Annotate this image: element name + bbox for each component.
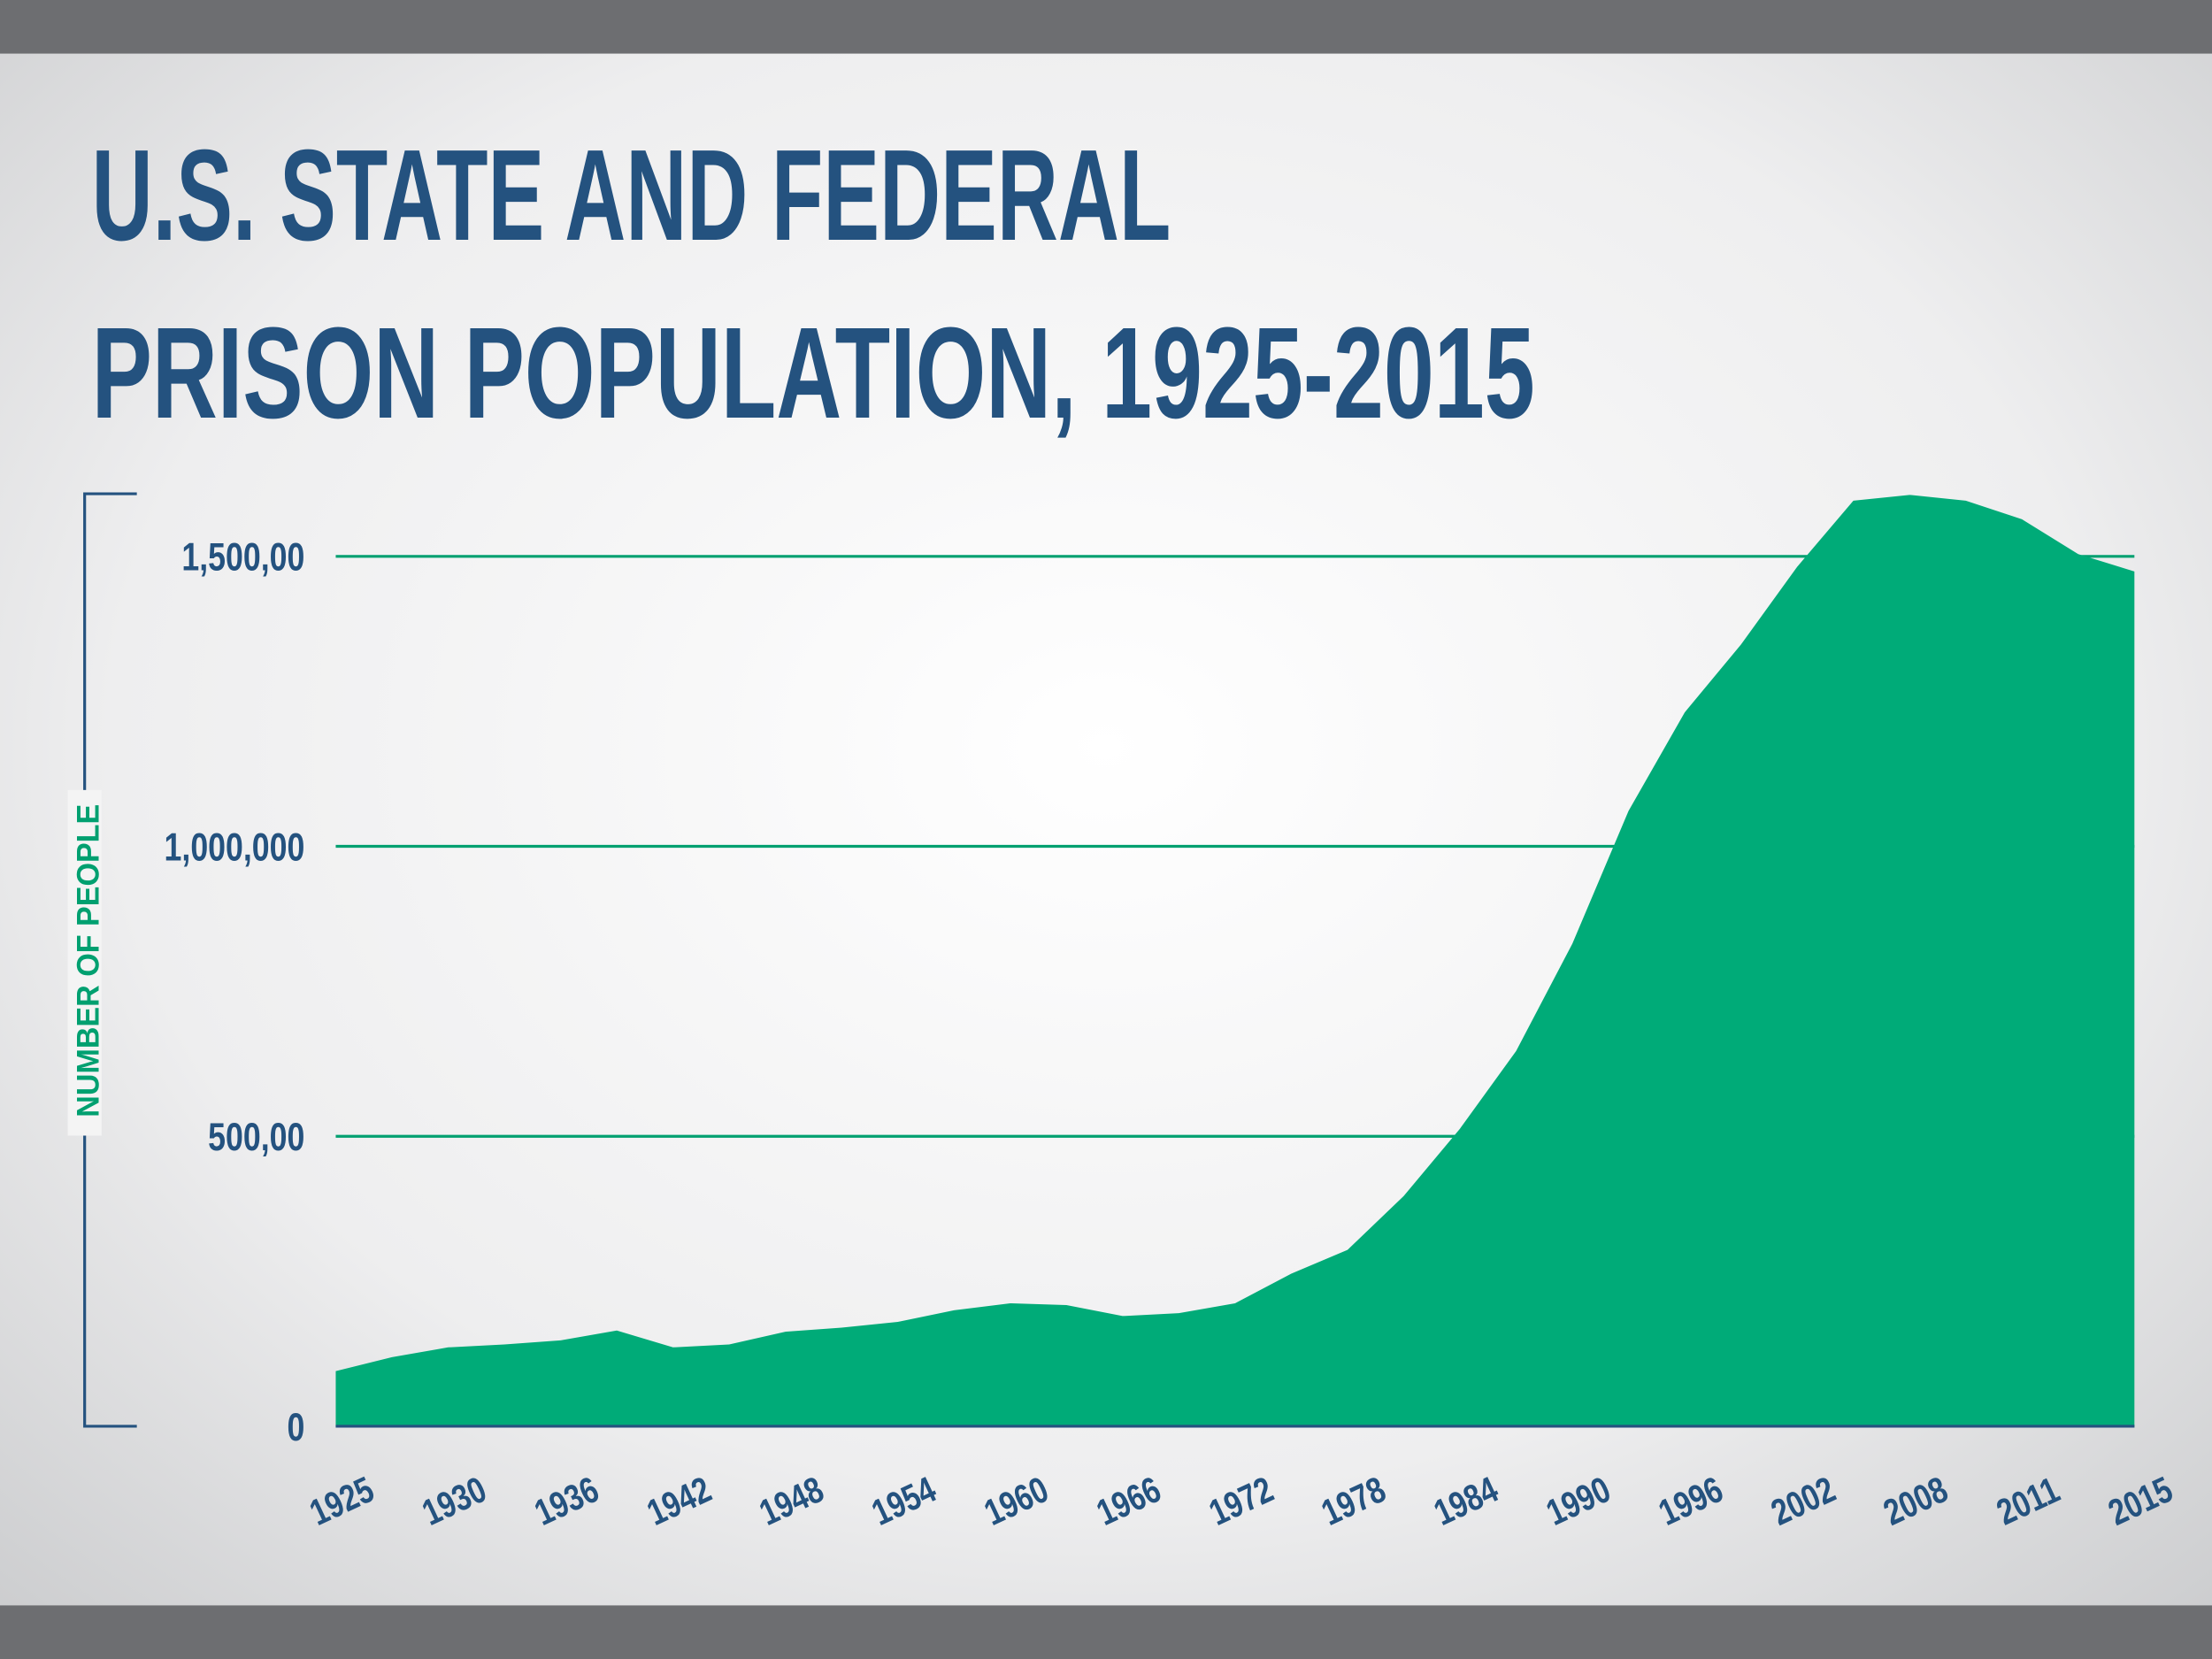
y-tick-label: 1,500,00: [181, 534, 304, 580]
y-tick-label: 0: [288, 1404, 305, 1449]
y-tick-label: 1,000,000: [165, 825, 305, 870]
top-bar: [0, 0, 2212, 54]
area: [335, 495, 2135, 1426]
y-axis-label: NUMBER OF PEOPLE: [72, 804, 106, 1118]
chart-title: U.S. STATE AND FEDERAL: [92, 123, 1171, 268]
label-backdrop: [67, 789, 102, 1136]
bottom-bar: [0, 1605, 2212, 1659]
y-tick-label: 500,00: [208, 1114, 304, 1159]
chart-title: PRISON POPULATION, 1925-2015: [92, 301, 1535, 446]
